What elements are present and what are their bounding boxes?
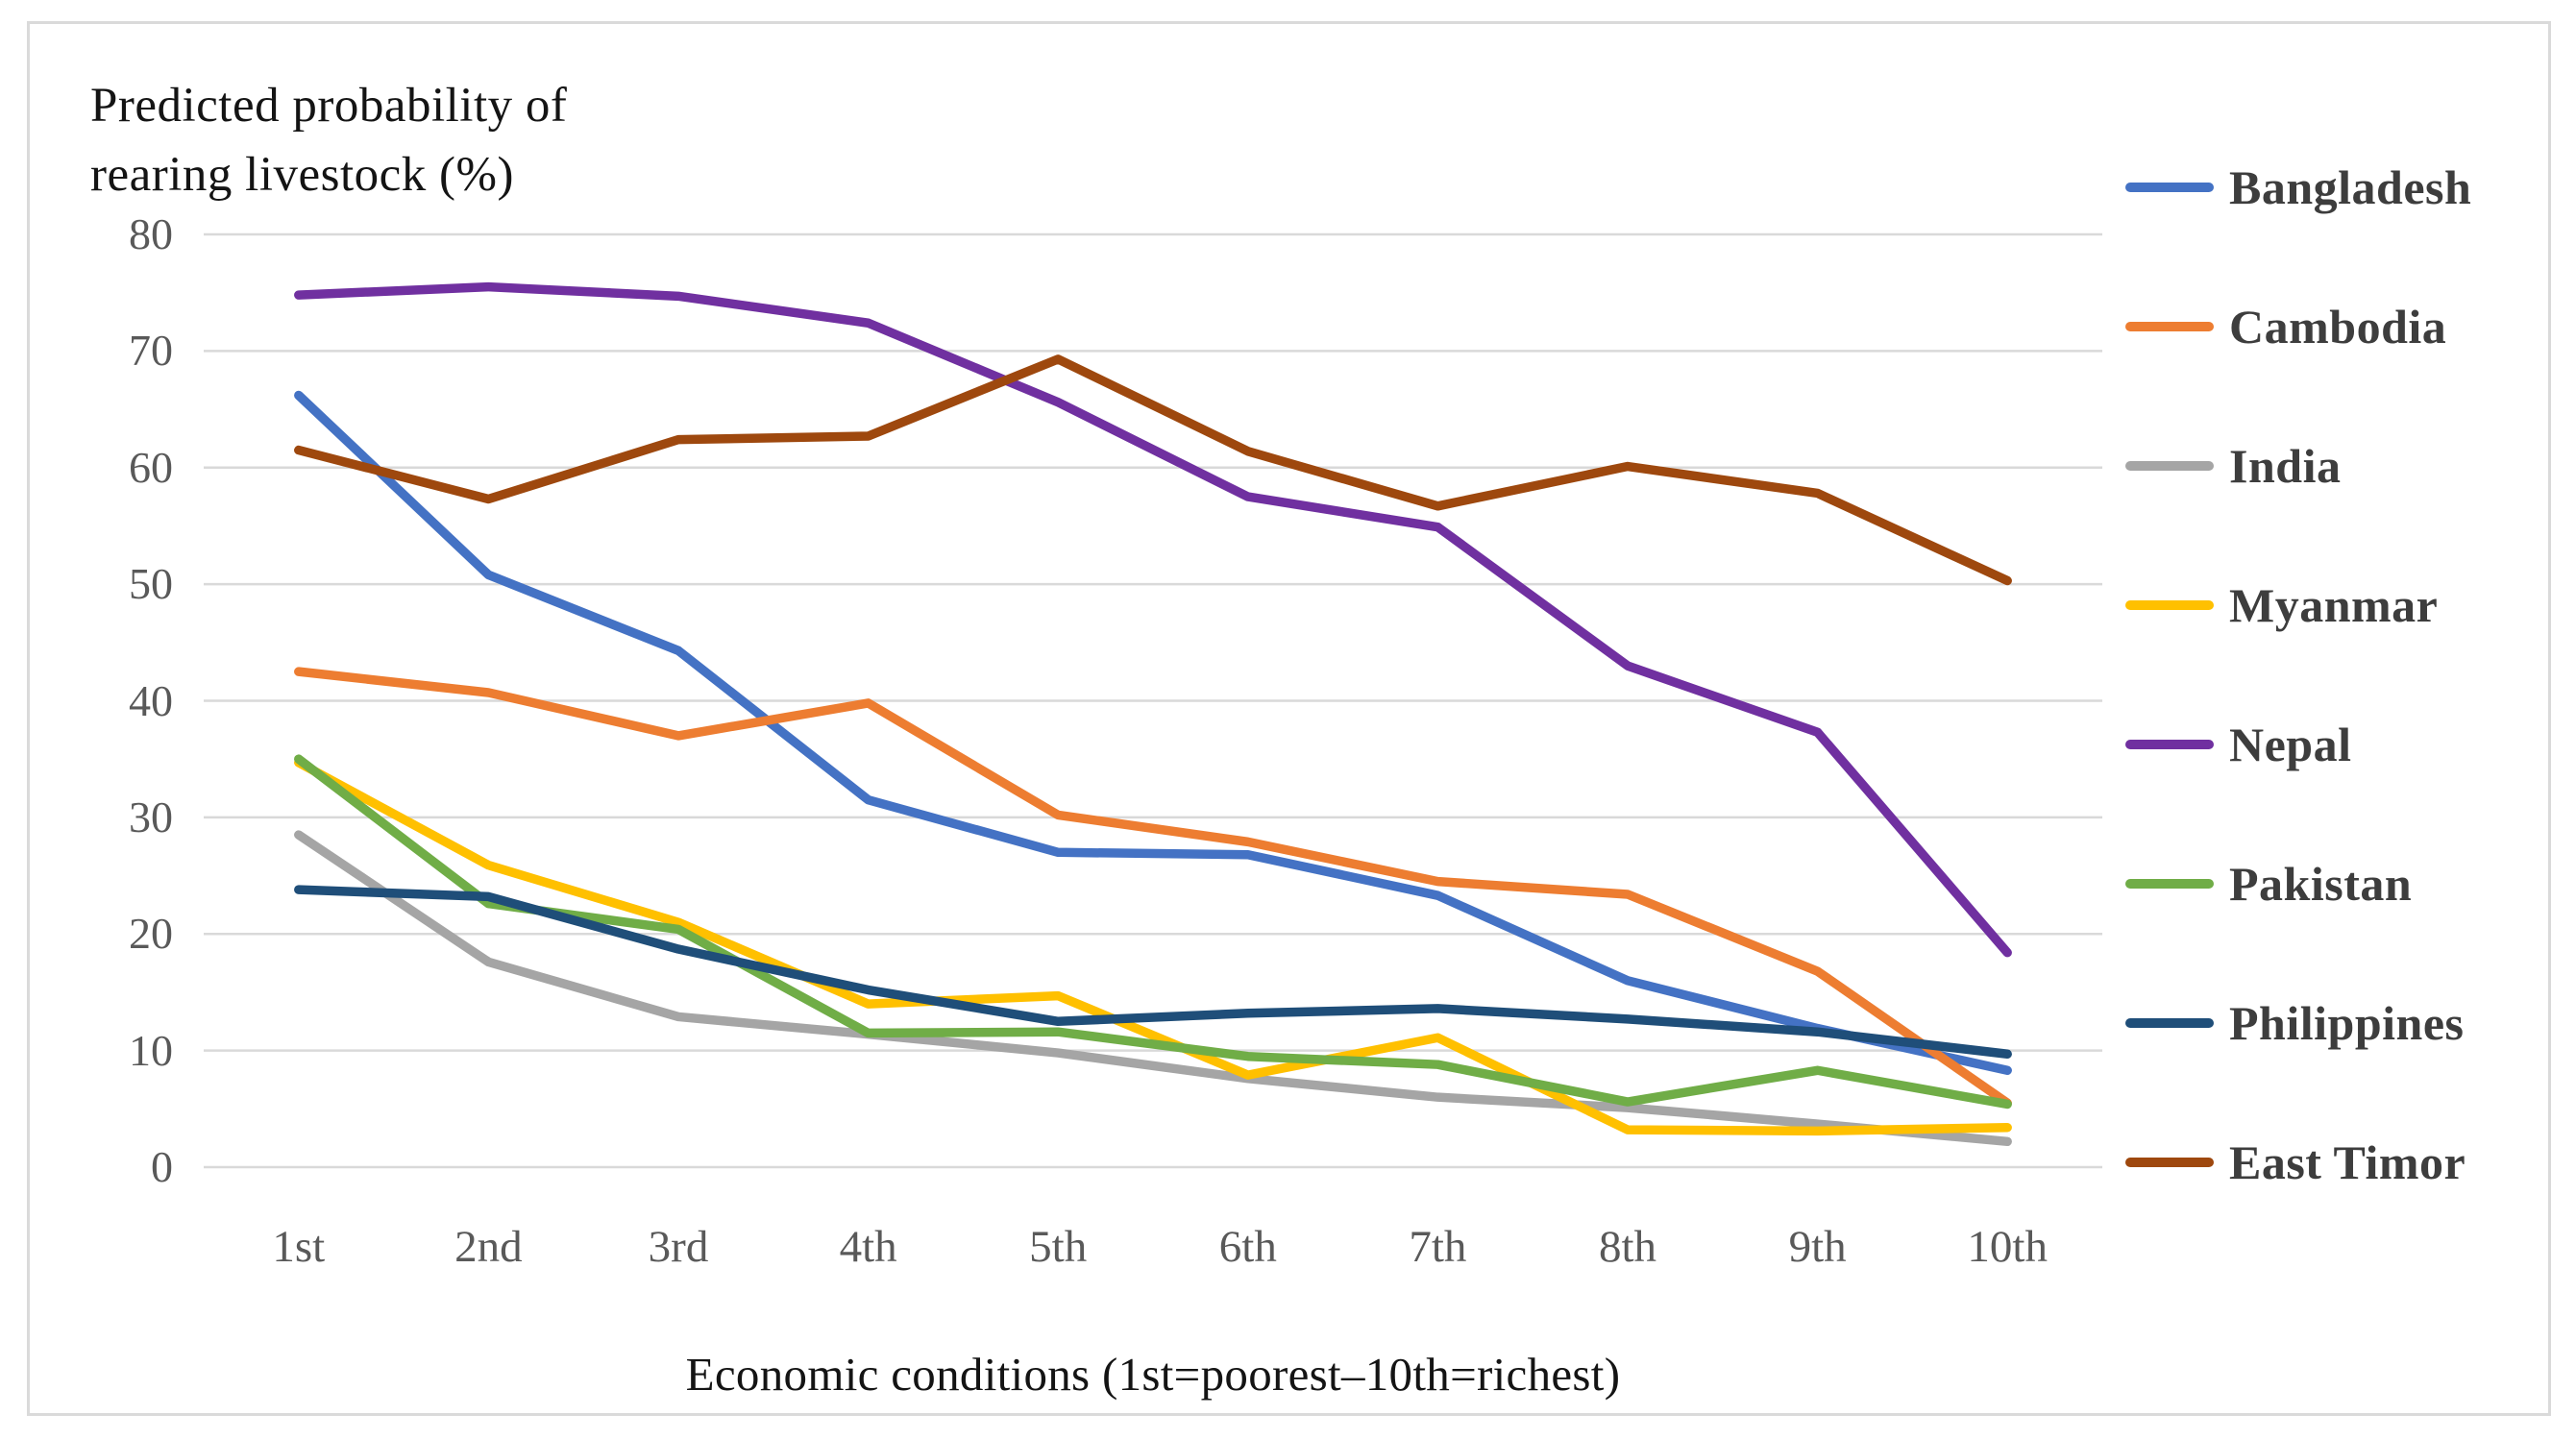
y-tick-label: 30 [129,792,173,841]
y-axis-title: Predicted probability of rearing livesto… [90,71,567,210]
legend-item-east-timor: East Timor [2125,1134,2466,1191]
series-line-myanmar [294,758,2012,1136]
legend-item-philippines: Philippines [2125,994,2465,1052]
y-tick-label: 20 [129,909,173,959]
legend-label: Nepal [2229,718,2352,771]
series-line-nepal [294,281,2012,958]
x-tick-label: 9th [1788,1222,1847,1272]
legend-label: East Timor [2229,1135,2466,1189]
y-tick-label: 80 [129,209,173,258]
legend-item-pakistan: Pakistan [2125,855,2412,913]
x-tick-label: 2nd [454,1222,523,1272]
legend-label: Philippines [2229,996,2465,1050]
legend-item-myanmar: Myanmar [2125,576,2438,634]
x-tick-label: 3rd [648,1222,709,1272]
y-tick-label: 40 [129,675,173,725]
y-axis-title-line1: Predicted probability of [90,79,568,133]
legend-label: Myanmar [2229,578,2439,632]
y-axis-title-line2: rearing livestock (%) [90,148,514,203]
series-line-cambodia [294,667,2012,1108]
legend-label: Bangladesh [2229,160,2472,214]
x-tick-label: 10th [1967,1222,2048,1272]
y-tick-label: 60 [129,442,173,492]
y-tick-label: 0 [151,1142,173,1191]
legend-line-swatch-icon [2125,183,2214,192]
series-line-philippines [294,885,2012,1060]
legend-line-swatch-icon [2125,322,2214,331]
series-line-bangladesh [294,390,2012,1076]
legend-line-swatch-icon [2125,879,2214,889]
legend-line-swatch-icon [2125,1018,2214,1028]
x-tick-label: 6th [1218,1222,1277,1272]
legend-item-nepal: Nepal [2125,716,2352,773]
x-tick-label: 8th [1598,1222,1657,1272]
x-tick-label: 5th [1029,1222,1088,1272]
y-tick-label: 50 [129,559,173,609]
legend-line-swatch-icon [2125,1158,2214,1167]
legend-line-swatch-icon [2125,461,2214,471]
y-tick-label: 10 [129,1025,173,1075]
x-tick-label: 4th [839,1222,897,1272]
x-tick-label: 1st [272,1222,326,1272]
x-axis-title: Economic conditions (1st=poorest–10th=ri… [685,1348,1621,1401]
legend-item-india: India [2125,437,2341,495]
x-tick-label: 7th [1409,1222,1467,1272]
series-line-india [294,830,2012,1147]
series-line-east-timor [294,354,2012,586]
legend-item-bangladesh: Bangladesh [2125,159,2471,216]
legend-label: Pakistan [2229,857,2413,911]
series-line-pakistan [294,754,2012,1110]
legend-label: Cambodia [2229,300,2447,354]
legend-line-swatch-icon [2125,740,2214,749]
legend-label: India [2229,439,2342,493]
y-tick-label: 70 [129,326,173,376]
legend-item-cambodia: Cambodia [2125,298,2446,355]
legend-line-swatch-icon [2125,600,2214,610]
